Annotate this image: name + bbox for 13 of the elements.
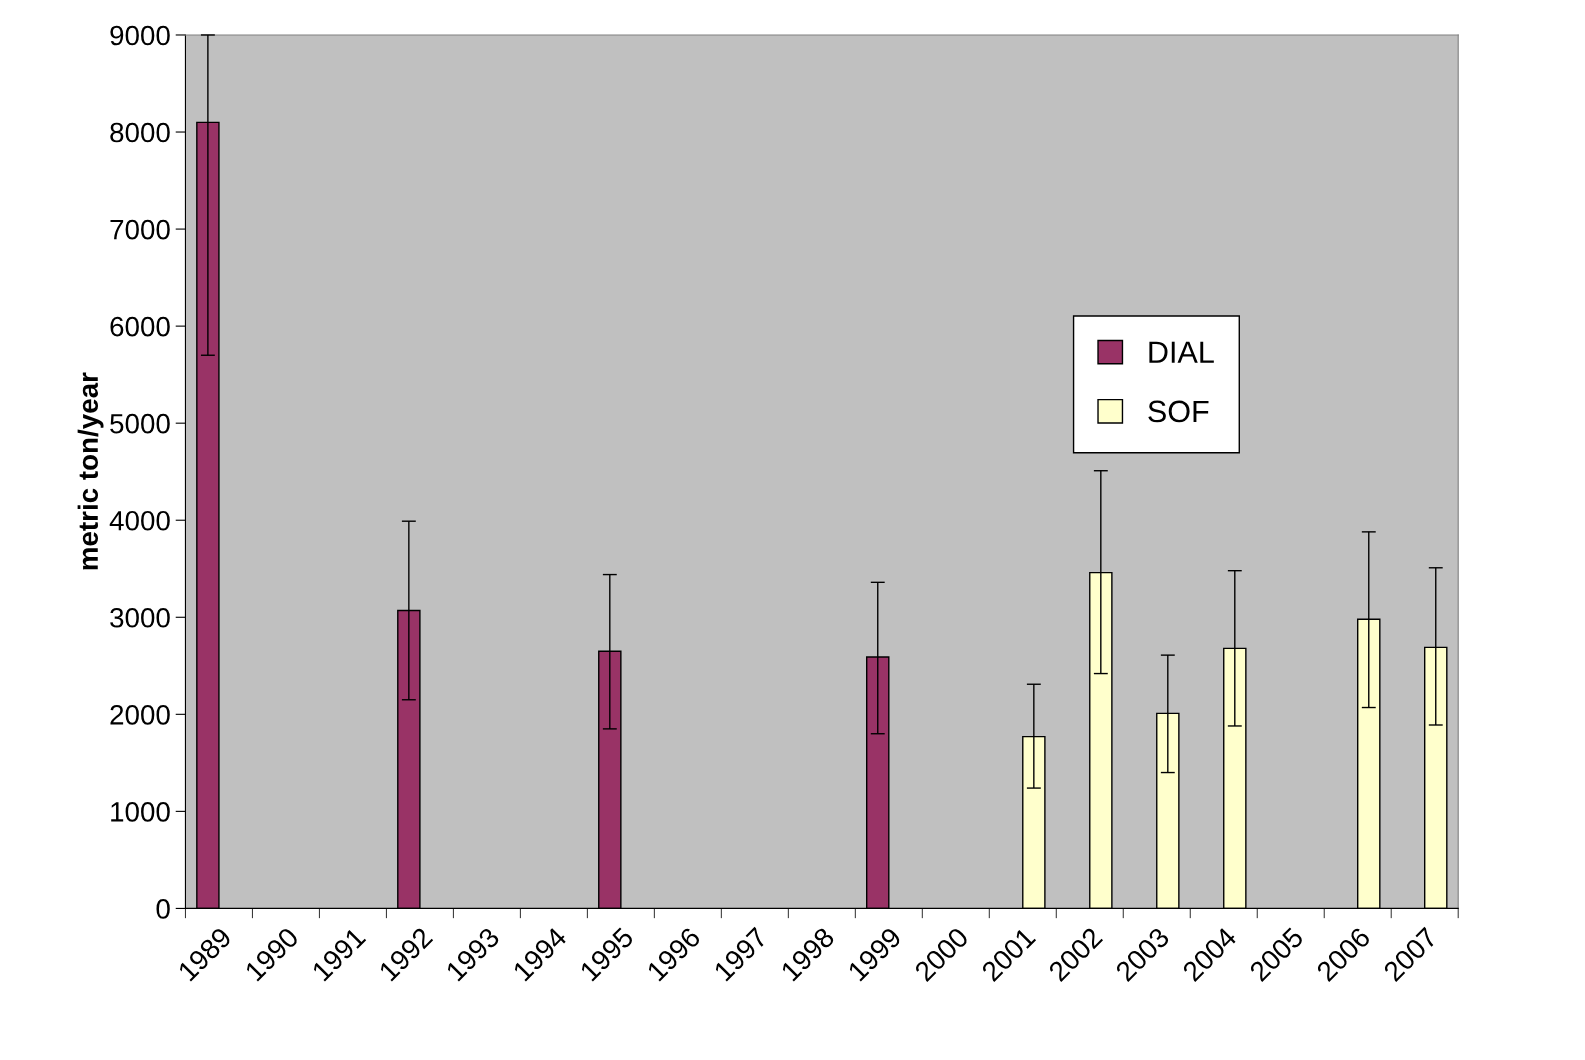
legend-label: DIAL: [1149, 341, 1214, 363]
y-tick-label: 6000: [110, 316, 170, 337]
y-tick-label: 5000: [110, 413, 170, 434]
y-tick-label: 8000: [110, 122, 170, 143]
y-tick-label: 7000: [110, 219, 170, 240]
y-tick-label: 1000: [111, 802, 170, 822]
y-tick-label: 0: [156, 899, 170, 919]
y-tick-label: 4000: [109, 510, 170, 531]
y-tick-label: 9000: [110, 25, 170, 46]
y-tick-label: 3000: [110, 607, 170, 628]
legend-label: SOF: [1148, 400, 1209, 423]
y-axis-title: metric ton/year: [77, 372, 104, 570]
y-tick-label: 2000: [110, 704, 170, 725]
